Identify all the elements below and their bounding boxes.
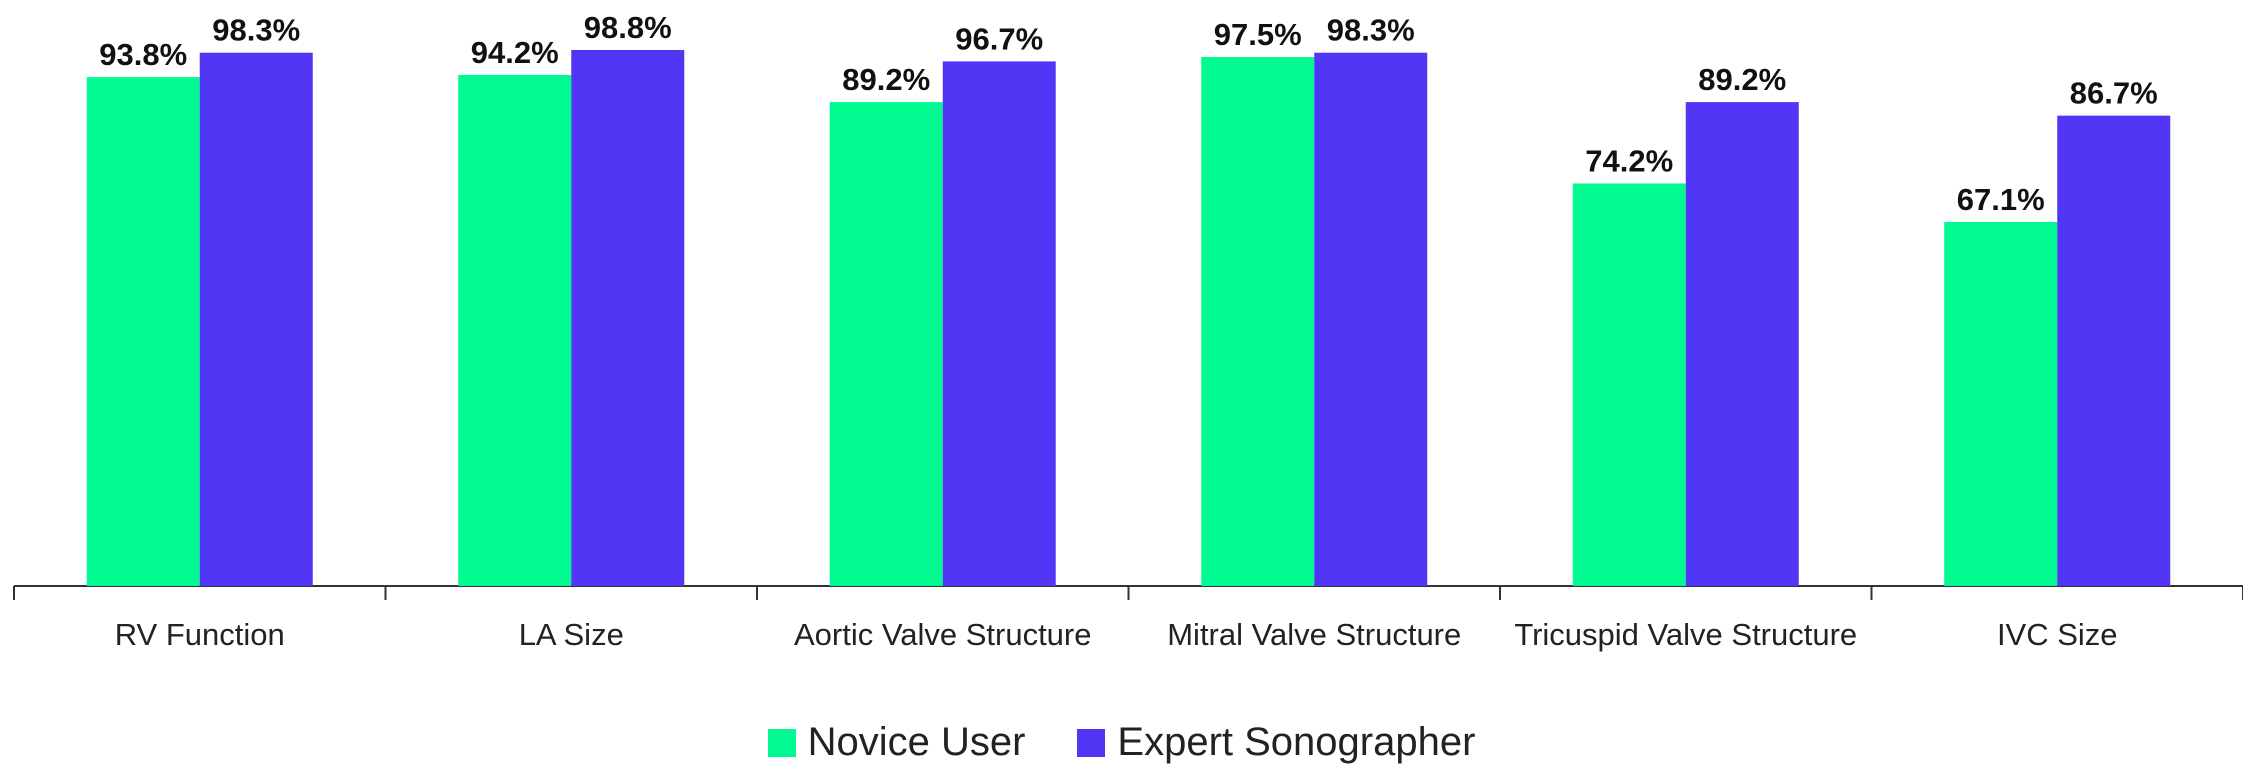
data-label: 96.7% [955, 21, 1043, 56]
bar [458, 74, 572, 586]
legend-label: Expert Sonographer [1117, 720, 1476, 764]
bar [1201, 57, 1315, 587]
bar [1314, 52, 1428, 587]
x-tick-label: Aortic Valve Structure [794, 617, 1092, 652]
bar [1944, 221, 2058, 586]
bar [571, 50, 685, 586]
data-label: 98.3% [212, 13, 300, 48]
bar [86, 77, 200, 587]
x-tick-label: LA Size [518, 617, 624, 652]
bar [2057, 115, 2171, 586]
x-tick-label: Tricuspid Valve Structure [1514, 617, 1858, 652]
data-label: 97.5% [1214, 17, 1302, 52]
data-label: 89.2% [842, 62, 930, 97]
data-label: 98.8% [584, 10, 672, 45]
bar [1685, 102, 1799, 587]
bar [1572, 183, 1686, 586]
data-label: 98.3% [1327, 13, 1415, 48]
legend-item: Expert Sonographer [1077, 720, 1475, 765]
x-tick-label: Mitral Valve Structure [1167, 617, 1462, 652]
legend-swatch [767, 728, 796, 757]
bar [199, 52, 313, 587]
legend-item: Novice User [767, 720, 1026, 765]
bar [829, 102, 943, 587]
data-label: 89.2% [1698, 62, 1786, 97]
bar [942, 61, 1056, 587]
legend-label: Novice User [807, 720, 1026, 764]
legend-swatch [1077, 728, 1106, 757]
x-tick-label: IVC Size [1996, 617, 2118, 652]
data-label: 86.7% [2070, 76, 2158, 111]
data-label: 74.2% [1585, 143, 1673, 178]
x-tick-label: RV Function [114, 617, 285, 652]
data-label: 94.2% [471, 35, 559, 70]
legend: Novice User Expert Sonographer [0, 720, 2243, 765]
data-label: 93.8% [99, 37, 187, 72]
data-label: 67.1% [1957, 182, 2045, 217]
